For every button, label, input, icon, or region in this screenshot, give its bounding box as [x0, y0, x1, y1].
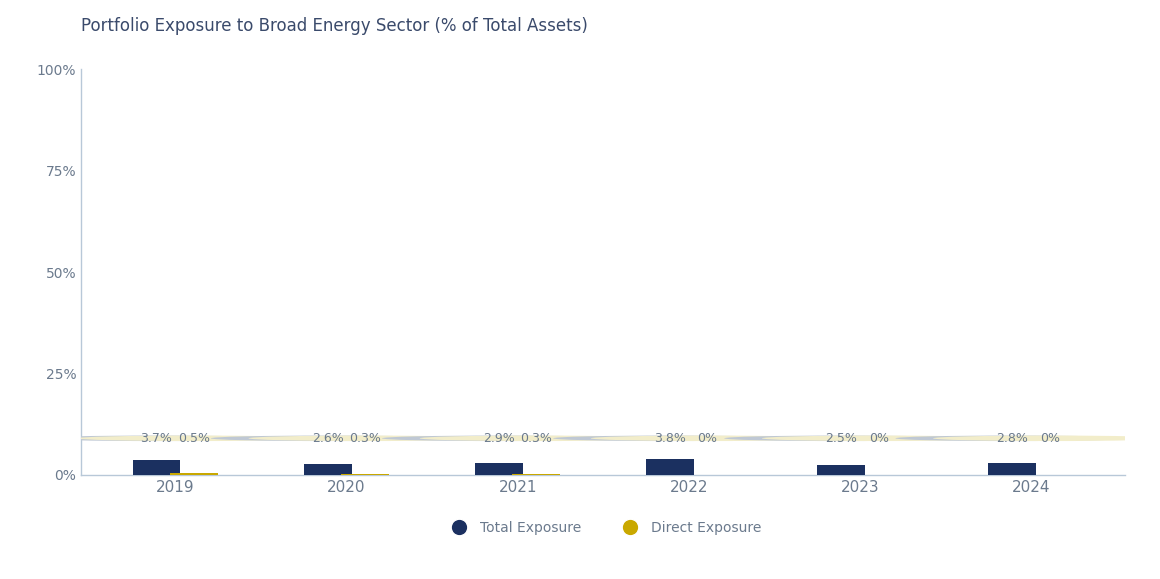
Circle shape: [896, 435, 1129, 441]
Bar: [304, 464, 351, 475]
Text: 0.5%: 0.5%: [179, 432, 210, 445]
Text: 0%: 0%: [697, 432, 718, 445]
Text: 2.6%: 2.6%: [312, 432, 343, 445]
Text: 3.7%: 3.7%: [140, 432, 173, 445]
Text: 2.8%: 2.8%: [996, 432, 1028, 445]
Text: 0.3%: 0.3%: [349, 432, 382, 445]
Text: 2.5%: 2.5%: [825, 432, 857, 445]
Circle shape: [553, 435, 786, 441]
Bar: [474, 463, 523, 475]
Circle shape: [933, 435, 1160, 441]
Legend: Total Exposure, Direct Exposure: Total Exposure, Direct Exposure: [440, 516, 767, 541]
Text: 0.3%: 0.3%: [521, 432, 552, 445]
Text: 3.8%: 3.8%: [654, 432, 686, 445]
Circle shape: [382, 435, 616, 441]
Bar: [171, 472, 218, 475]
Circle shape: [78, 435, 311, 441]
Text: Portfolio Exposure to Broad Energy Sector (% of Total Assets): Portfolio Exposure to Broad Energy Secto…: [81, 17, 588, 35]
Circle shape: [762, 435, 995, 441]
Text: 2.9%: 2.9%: [483, 432, 515, 445]
Bar: [132, 460, 181, 475]
Text: 0%: 0%: [869, 432, 889, 445]
Circle shape: [724, 435, 958, 441]
Bar: [817, 464, 865, 475]
Circle shape: [39, 435, 274, 441]
Bar: [646, 459, 694, 475]
Bar: [341, 474, 390, 475]
Circle shape: [248, 435, 483, 441]
Circle shape: [420, 435, 653, 441]
Bar: [988, 463, 1036, 475]
Circle shape: [211, 435, 444, 441]
Circle shape: [590, 435, 825, 441]
Text: 0%: 0%: [1039, 432, 1060, 445]
Bar: [513, 474, 560, 475]
